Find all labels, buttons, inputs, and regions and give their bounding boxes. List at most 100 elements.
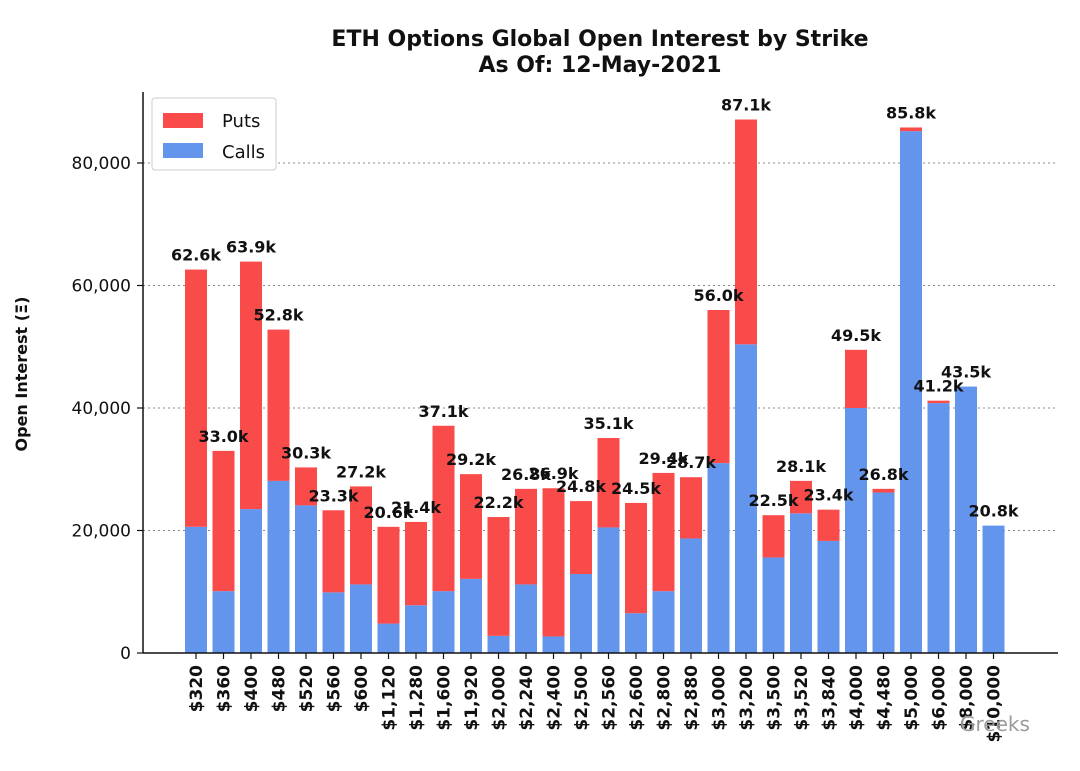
total-label: 20.8k (968, 502, 1018, 521)
x-tick-label: $520 (297, 665, 317, 712)
bar-calls (570, 573, 592, 653)
bars (185, 119, 1005, 653)
bar-calls (432, 591, 455, 653)
legend: Puts Calls (151, 97, 277, 171)
bar-puts (487, 517, 510, 636)
bar-calls (377, 623, 400, 653)
bar-calls (185, 526, 207, 653)
total-label: 41.2k (913, 377, 963, 396)
bar-calls (240, 509, 262, 653)
x-tick-label: $3,200 (737, 665, 757, 731)
x-tick-label: $2,800 (655, 665, 675, 731)
x-tick-label: $2,600 (627, 665, 647, 731)
total-label: 29.2k (446, 450, 496, 469)
bar-calls (762, 557, 785, 653)
bar-puts (900, 127, 922, 132)
total-label: 23.4k (803, 486, 853, 505)
x-tick-label: $2,560 (600, 665, 620, 731)
x-tick-label: $400 (242, 665, 262, 712)
bar-puts (735, 119, 757, 345)
total-label: 28.7k (666, 453, 716, 472)
bar-puts (845, 349, 867, 408)
x-tick-label: $5,000 (902, 665, 922, 731)
total-label: 52.8k (253, 306, 303, 325)
bar-calls (680, 538, 702, 653)
total-label: 37.1k (418, 402, 468, 421)
total-label: 87.1k (721, 96, 771, 115)
x-tick-label: $6,000 (930, 665, 950, 731)
x-tick-label: $3,520 (792, 665, 812, 731)
bar-calls (707, 463, 730, 653)
total-label: 21.4k (391, 498, 441, 517)
bar-puts (322, 510, 345, 593)
x-tick-label: $1,920 (462, 665, 482, 731)
y-tick-label: 0 (120, 644, 131, 664)
total-label: 63.9k (226, 238, 276, 257)
bar-puts (762, 515, 785, 558)
bar-puts (405, 521, 427, 606)
x-tick-label: $1,600 (435, 665, 455, 731)
total-label: 26.8k (858, 465, 908, 484)
bar-puts (927, 400, 950, 404)
total-label: 22.2k (473, 493, 523, 512)
bar-puts (212, 450, 235, 592)
bar-calls (625, 613, 647, 653)
bar-calls (817, 540, 840, 653)
bar-puts (267, 329, 290, 481)
legend-label-puts: Puts (222, 111, 260, 132)
watermark: Greeks (960, 712, 1030, 736)
x-tick-label: $2,880 (682, 665, 702, 731)
bar-puts (652, 472, 675, 592)
bar-puts (460, 474, 482, 579)
bar-puts (515, 488, 537, 585)
total-label: 28.1k (776, 457, 826, 476)
bar-calls (350, 584, 372, 653)
bar-puts (625, 502, 647, 614)
x-tick-label: $360 (215, 665, 235, 712)
bar-calls (900, 131, 922, 653)
x-tick-label: $3,840 (820, 665, 840, 731)
x-tick-label: $320 (187, 665, 207, 712)
legend-swatch-calls (163, 143, 203, 158)
x-tick-label: $2,400 (545, 665, 565, 731)
bar-calls (460, 578, 482, 653)
total-label: 29.4k (638, 449, 688, 468)
y-tick-label: 20,000 (72, 522, 131, 542)
x-tick-label: $10,000 (985, 665, 1005, 743)
x-tick-label: $3,500 (765, 665, 785, 731)
legend-label-calls: Calls (222, 142, 265, 163)
y-tick-label: 80,000 (72, 154, 131, 174)
total-label: 22.5k (748, 491, 798, 510)
bar-puts (240, 261, 262, 510)
bar-calls (597, 527, 620, 653)
bar-calls (872, 492, 895, 653)
bar-calls (487, 635, 510, 653)
bar-calls (955, 386, 977, 653)
total-label: 30.3k (281, 443, 331, 462)
total-label: 85.8k (886, 103, 936, 122)
bar-calls (982, 525, 1005, 653)
bar-puts (790, 480, 812, 514)
x-tick-label: $1,120 (380, 665, 400, 731)
x-tick-label: $600 (352, 665, 372, 712)
bar-calls (652, 591, 675, 653)
x-tick-label: $480 (270, 665, 290, 712)
x-tick-label: $8,000 (957, 665, 977, 731)
total-label: 27.2k (336, 462, 386, 481)
legend-swatch-puts (163, 113, 203, 128)
y-tick-label: 40,000 (72, 399, 131, 419)
bar-calls (405, 605, 427, 653)
bar-calls (322, 592, 345, 653)
total-label: 49.5k (831, 326, 881, 345)
bar-calls (735, 344, 757, 653)
bar-puts (817, 509, 840, 541)
bar-puts (295, 467, 317, 506)
bar-calls (267, 480, 290, 653)
x-tick-label: $560 (325, 665, 345, 712)
bar-puts (570, 501, 592, 574)
bar-puts (597, 438, 620, 528)
total-label: 35.1k (583, 414, 633, 433)
bar-calls (295, 505, 317, 653)
total-label: 62.6k (171, 246, 221, 265)
bar-calls (845, 408, 867, 653)
